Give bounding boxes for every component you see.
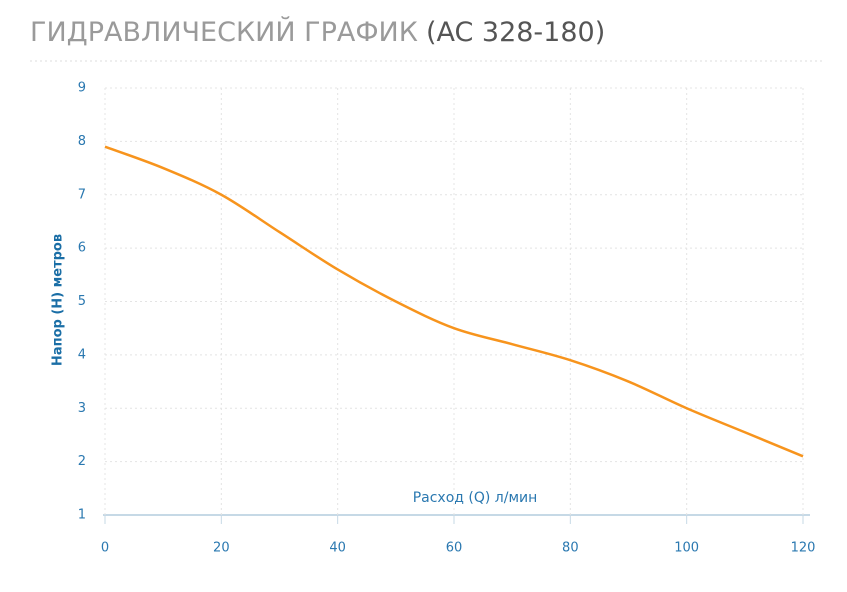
y-tick-label: 9: [78, 81, 86, 96]
x-tick-label: 120: [791, 541, 816, 556]
y-tick-label: 7: [78, 187, 86, 202]
model: (AC 328-180): [426, 17, 605, 48]
x-tick-label: 40: [329, 541, 346, 556]
x-tick-label: 20: [213, 541, 230, 556]
x-tick-label: 0: [101, 541, 109, 556]
line: [104, 145, 804, 458]
y-tick-label: 2: [78, 454, 86, 469]
y-tick-label: 6: [78, 241, 86, 256]
x-tick-label: 100: [674, 541, 699, 556]
y-tick-label: 1: [78, 508, 86, 523]
x-tick-label: 60: [446, 541, 463, 556]
x-tick-label: 80: [562, 541, 579, 556]
title: ГИДРАВЛИЧЕСКИЙ ГРАФИК: [30, 16, 418, 48]
chart-title: ГИДРАВЛИЧЕСКИЙ ГРАФИК (AC 328-180): [30, 16, 605, 48]
y-axis-label: Напор (H) метров: [51, 234, 66, 366]
y-tick-label: 3: [78, 401, 86, 416]
y-tick-label: 5: [78, 294, 86, 309]
y-tick-label: 4: [78, 347, 86, 362]
y-tick-label: 8: [78, 134, 86, 149]
x-axis-label: Расход (Q) л/мин: [413, 490, 538, 506]
